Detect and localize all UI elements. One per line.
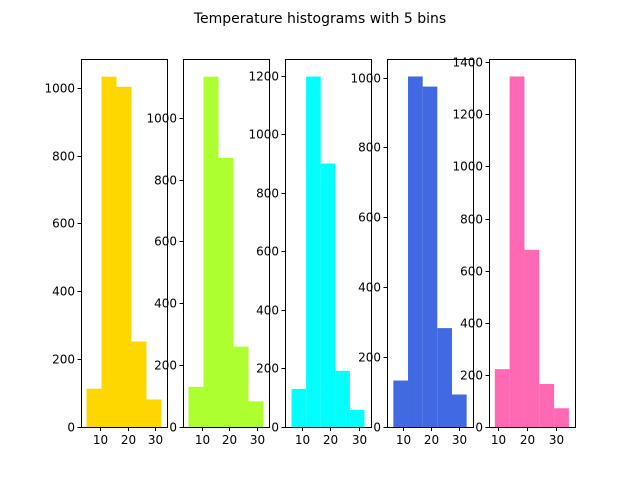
histogram-panel: 10 20 30 0 200 400 600 800 1000 — [44, 59, 168, 447]
y-tick-label: 800 — [358, 141, 381, 155]
histogram-bar — [146, 399, 162, 427]
histogram-bar — [248, 401, 264, 427]
x-tick-label: 10 — [396, 433, 411, 447]
histogram-bar — [233, 346, 249, 427]
y-tick-label: 600 — [460, 265, 483, 279]
y-tick-label: 600 — [256, 245, 279, 259]
histogram-bar — [509, 76, 525, 428]
histogram-bar — [554, 408, 569, 427]
histogram-bar — [539, 384, 555, 427]
y-tick-label: 1200 — [452, 108, 483, 122]
y-tick-label: 600 — [154, 235, 177, 249]
x-tick-label: 20 — [424, 433, 439, 447]
y-tick-label: 0 — [373, 421, 381, 435]
y-tick-label: 1000 — [248, 128, 279, 142]
histogram-bar — [116, 86, 132, 427]
y-tick-label: 200 — [52, 353, 75, 367]
histogram-bar — [86, 388, 102, 427]
y-tick-label: 1000 — [350, 72, 381, 86]
y-tick-label: 800 — [52, 150, 75, 164]
x-tick-label: 10 — [491, 433, 506, 447]
y-tick-label: 1400 — [452, 56, 483, 70]
histogram-panel: 10 20 30 0 200 400 600 800 1000 1200 — [248, 59, 372, 447]
x-tick-label: 30 — [549, 433, 564, 447]
histogram-bar — [437, 328, 452, 427]
y-tick-label: 800 — [256, 187, 279, 201]
histogram-bar — [131, 341, 147, 427]
y-tick-label: 200 — [256, 362, 279, 376]
x-tick-label: 20 — [222, 433, 237, 447]
y-tick-label: 200 — [358, 351, 381, 365]
histogram-bar — [524, 249, 540, 427]
x-tick-label: 10 — [93, 433, 108, 447]
histogram-panel: 10 20 30 0 200 400 600 800 1000 1200 1400 — [452, 56, 576, 447]
x-tick-label: 20 — [520, 433, 535, 447]
x-tick-label: 20 — [323, 433, 338, 447]
histogram-bar — [408, 76, 423, 427]
y-tick-label: 0 — [475, 421, 483, 435]
y-tick-label: 1000 — [44, 82, 75, 96]
histogram-panel: 10 20 30 0 200 400 600 800 1000 — [146, 59, 270, 447]
x-tick-label: 30 — [148, 433, 163, 447]
y-tick-label: 400 — [358, 281, 381, 295]
histogram-bar — [188, 386, 204, 427]
axes-frame — [81, 59, 168, 428]
axes-frame — [183, 59, 270, 428]
histogram-bar — [101, 76, 117, 427]
chart-title: Temperature histograms with 5 bins — [193, 11, 446, 27]
histogram-bar — [320, 163, 336, 427]
histogram-bar — [306, 76, 321, 427]
histogram-bar — [451, 394, 467, 427]
y-tick-label: 800 — [154, 174, 177, 188]
histogram-panel: 10 20 30 0 200 400 600 800 1000 — [350, 59, 474, 447]
x-tick-label: 10 — [195, 433, 210, 447]
histogram-bar — [349, 410, 365, 427]
y-tick-label: 400 — [256, 304, 279, 318]
y-tick-label: 400 — [52, 285, 75, 299]
y-tick-label: 1000 — [452, 160, 483, 174]
histogram-bar — [291, 388, 307, 427]
y-tick-label: 0 — [169, 421, 177, 435]
x-tick-label: 30 — [452, 433, 467, 447]
y-tick-label: 400 — [460, 317, 483, 331]
y-tick-label: 0 — [271, 421, 279, 435]
y-tick-label: 800 — [460, 213, 483, 227]
histogram-bar — [218, 157, 234, 427]
y-tick-label: 600 — [52, 217, 75, 231]
y-tick-label: 200 — [154, 359, 177, 373]
x-tick-label: 30 — [250, 433, 265, 447]
x-tick-label: 30 — [352, 433, 367, 447]
histogram-bar — [393, 380, 409, 427]
histogram-bar — [203, 76, 219, 427]
x-tick-label: 10 — [295, 433, 310, 447]
axes-frame — [489, 59, 576, 428]
y-tick-label: 600 — [358, 211, 381, 225]
y-tick-label: 200 — [460, 369, 483, 383]
axes-frame — [285, 59, 372, 428]
histogram-bar — [422, 86, 438, 428]
axes-frame — [387, 59, 474, 428]
y-tick-label: 400 — [154, 297, 177, 311]
y-tick-label: 1200 — [248, 70, 279, 84]
y-tick-label: 0 — [67, 421, 75, 435]
histogram-bar — [494, 369, 510, 427]
histogram-bar — [335, 370, 350, 427]
y-tick-label: 1000 — [146, 112, 177, 126]
x-tick-label: 20 — [121, 433, 136, 447]
